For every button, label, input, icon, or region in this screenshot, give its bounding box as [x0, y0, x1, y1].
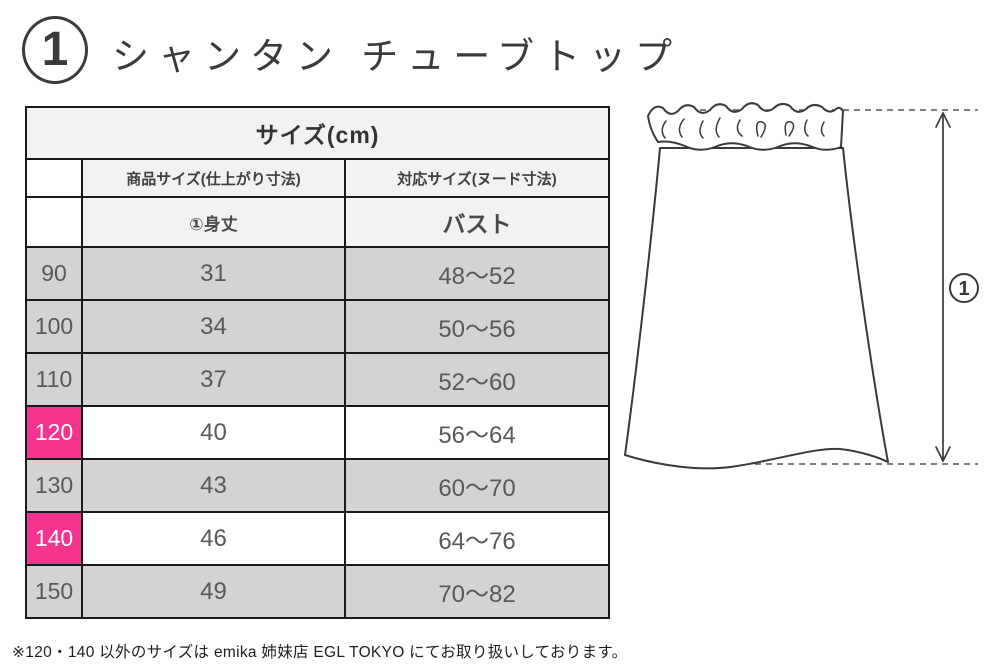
item-number-badge: 1	[22, 16, 88, 84]
blank-cell	[25, 158, 83, 198]
bust-value: 64〜76	[343, 511, 611, 566]
blank-cell	[25, 196, 83, 248]
size-label-highlighted: 120	[25, 405, 83, 460]
length-value: 43	[81, 458, 346, 513]
length-value: 37	[81, 352, 346, 407]
table-row-120-highlighted: 120 40 56〜64	[25, 405, 611, 460]
size-label: 100	[25, 299, 83, 354]
group-header-product-size: 商品サイズ(仕上がり寸法)	[81, 158, 346, 198]
bust-value: 56〜64	[343, 405, 611, 460]
column-header-length: ①身丈	[81, 196, 346, 248]
bust-value: 48〜52	[343, 246, 611, 301]
dimension-label-text: 1	[958, 278, 969, 300]
bust-value: 52〜60	[343, 352, 611, 407]
table-row-150: 150 49 70〜82	[25, 564, 611, 619]
dimension-label-badge: 1	[949, 273, 979, 303]
size-label-highlighted: 140	[25, 511, 83, 566]
table-group-header-row: 商品サイズ(仕上がり寸法) 対応サイズ(ヌード寸法)	[25, 158, 611, 198]
size-table-title: サイズ(cm)	[24, 106, 611, 160]
tube-top-diagram: 1	[624, 102, 979, 470]
size-label: 110	[25, 352, 83, 407]
length-value: 40	[81, 405, 346, 460]
table-row-130: 130 43 60〜70	[25, 458, 611, 513]
group-header-fit-size: 対応サイズ(ヌード寸法)	[343, 158, 611, 198]
ruffle-gather-lines	[661, 117, 825, 139]
page-title: シャンタン チューブトップ	[112, 36, 682, 77]
length-value: 49	[81, 564, 346, 619]
size-label: 150	[25, 564, 83, 619]
size-table: サイズ(cm) 商品サイズ(仕上がり寸法) 対応サイズ(ヌード寸法) ①身丈 バ…	[24, 106, 611, 619]
table-row-110: 110 37 52〜60	[25, 352, 611, 407]
size-label: 90	[25, 246, 83, 301]
size-label: 130	[25, 458, 83, 513]
availability-footnote: ※120・140 以外のサイズは emika 姉妹店 EGL TOKYO にてお…	[12, 644, 628, 661]
table-title-row: サイズ(cm)	[24, 106, 611, 160]
dimension-arrow	[935, 112, 951, 462]
bust-value: 60〜70	[343, 458, 611, 513]
table-row-140-highlighted: 140 46 64〜76	[25, 511, 611, 566]
bust-value: 70〜82	[343, 564, 611, 619]
garment-ruffle	[647, 102, 844, 151]
table-row-90: 90 31 48〜52	[25, 246, 611, 301]
column-header-bust: バスト	[343, 196, 611, 248]
length-value: 46	[81, 511, 346, 566]
bust-value: 50〜56	[343, 299, 611, 354]
garment-body	[624, 147, 889, 470]
length-value: 34	[81, 299, 346, 354]
table-row-100: 100 34 50〜56	[25, 299, 611, 354]
item-number-text: 1	[41, 23, 69, 76]
table-column-header-row: ①身丈 バスト	[25, 196, 611, 248]
length-value: 31	[81, 246, 346, 301]
